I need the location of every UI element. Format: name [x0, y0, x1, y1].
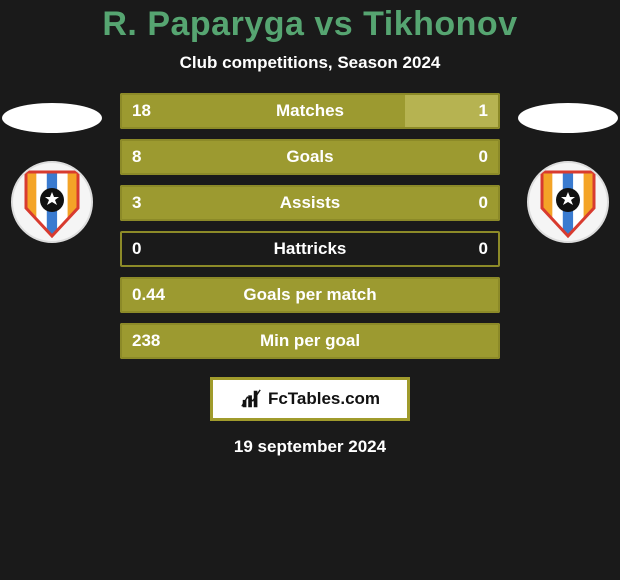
- comparison-card: R. Paparyga vs Tikhonov Club competition…: [0, 0, 620, 580]
- stat-row: 238Min per goal: [120, 323, 500, 359]
- stat-seg-left: [120, 277, 500, 313]
- stat-row: 80Goals: [120, 139, 500, 175]
- stat-seg-left: [120, 139, 500, 175]
- stat-row: 0 0Hattricks: [120, 231, 500, 267]
- brand-badge: FcTables.com: [210, 377, 410, 421]
- page-subtitle: Club competitions, Season 2024: [180, 53, 441, 73]
- stat-value-right: 0: [467, 231, 500, 267]
- stat-row: 30Assists: [120, 185, 500, 221]
- footer-date: 19 september 2024: [234, 437, 386, 457]
- bars-chart-icon: [240, 388, 262, 410]
- right-player-column: [518, 93, 618, 243]
- crest-icon: [16, 166, 88, 238]
- stat-value-left: 0: [120, 231, 153, 267]
- crest-icon: [532, 166, 604, 238]
- stat-row: 181Matches: [120, 93, 500, 129]
- comparison-body: 181Matches 80Goals 30Assists 0 0Hattricks 0.4…: [0, 93, 620, 359]
- stat-label: Hattricks: [120, 231, 500, 267]
- page-title: R. Paparyga vs Tikhonov: [102, 6, 517, 43]
- left-player-column: [2, 93, 102, 243]
- brand-text: FcTables.com: [268, 389, 380, 409]
- stat-outline: [120, 231, 500, 267]
- player-silhouette-right: [518, 103, 618, 133]
- stat-seg-left: [120, 93, 405, 129]
- stat-bars: 181Matches 80Goals 30Assists 0 0Hattricks 0.4…: [120, 93, 500, 359]
- stat-seg-left: [120, 185, 500, 221]
- stat-seg-right: [405, 93, 500, 129]
- player-silhouette-left: [2, 103, 102, 133]
- stat-row: 0.44Goals per match: [120, 277, 500, 313]
- club-badge-right: [527, 161, 609, 243]
- club-badge-left: [11, 161, 93, 243]
- stat-seg-left: [120, 323, 500, 359]
